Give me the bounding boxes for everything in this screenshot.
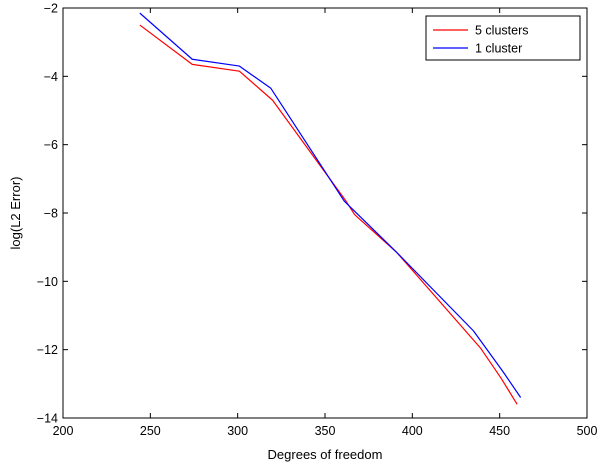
legend-label-1-cluster: 1 cluster	[475, 42, 522, 56]
legend-box	[425, 15, 581, 61]
y-tick-label: −8	[44, 207, 58, 221]
legend-label-5-clusters: 5 clusters	[475, 24, 529, 38]
y-axis-title: log(L2 Error)	[8, 177, 23, 250]
y-tick-label: −10	[37, 275, 58, 289]
series-lines	[139, 12, 522, 405]
x-tick-label: 300	[227, 424, 248, 438]
y-tick-label: −6	[44, 138, 58, 152]
y-tick-label: −2	[44, 2, 58, 16]
x-axis-title: Degrees of freedom	[268, 447, 383, 462]
y-tick-label: −14	[37, 412, 58, 426]
x-tick-label: 450	[489, 424, 510, 438]
x-tick-label: 250	[140, 424, 161, 438]
x-tick-label: 400	[402, 424, 423, 438]
axis-ticks: 200 250 300 350 400 450 500 −14 −12 −10 −8 −6 −4 −2	[37, 2, 598, 439]
x-tick-label: 350	[315, 424, 336, 438]
y-tick-label: −12	[37, 343, 58, 357]
x-tick-label: 500	[577, 424, 598, 438]
legend: 5 clusters 1 cluster	[425, 15, 581, 61]
series-line-1-cluster	[139, 12, 522, 398]
plot-area	[62, 7, 588, 419]
y-tick-label: −4	[44, 70, 58, 84]
x-tick-label: 200	[53, 424, 74, 438]
series-line-5-clusters	[139, 24, 518, 405]
